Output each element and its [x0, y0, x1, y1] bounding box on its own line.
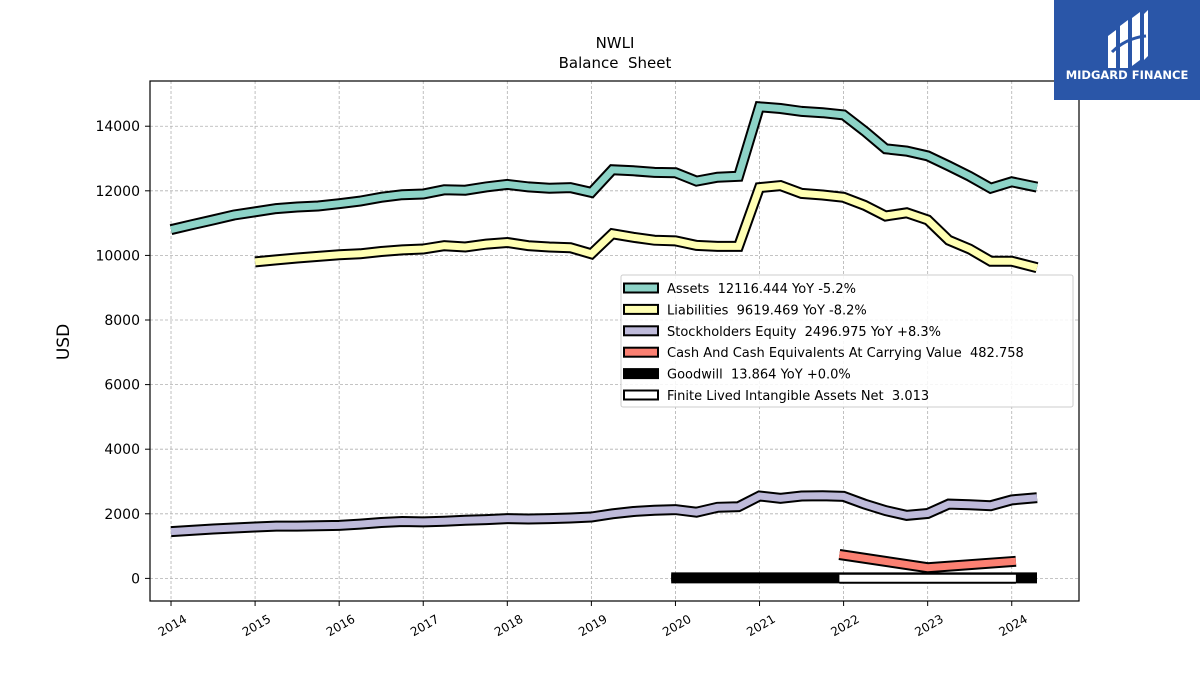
y-tick-label: 2000 [104, 507, 140, 523]
x-tick-label: 2018 [492, 612, 525, 639]
x-tick-label: 2023 [912, 612, 945, 639]
y-tick-label: 10000 [95, 248, 140, 264]
legend-label: Cash And Cash Equivalents At Carrying Va… [667, 346, 1024, 361]
legend-swatch [623, 303, 659, 315]
brand-logo: MIDGARD FINANCE [1054, 0, 1200, 100]
legend-label: Liabilities 9619.469 YoY -8.2% [667, 303, 867, 318]
legend-swatch [623, 282, 659, 294]
legend-swatch [623, 325, 659, 337]
legend-label: Goodwill 13.864 YoY +0.0% [667, 368, 851, 383]
x-tick-label: 2019 [576, 612, 609, 639]
legend-swatch [623, 389, 659, 401]
legend-label: Assets 12116.444 YoY -5.2% [667, 282, 856, 297]
legend-swatch [623, 368, 659, 380]
brand-name: MIDGARD FINANCE [1065, 68, 1189, 82]
x-tick-label: 2022 [828, 612, 861, 639]
chart-title: NWLI [596, 34, 635, 52]
y-tick-label: 8000 [104, 313, 140, 329]
legend-box [620, 274, 1074, 408]
y-axis-label: USD [54, 324, 74, 360]
chart-subtitle: Balance Sheet [559, 54, 672, 72]
series-lines [169, 100, 1039, 584]
legend-swatch [623, 346, 659, 358]
x-tick-label: 2017 [408, 612, 441, 639]
x-tick-label: 2024 [996, 612, 1029, 639]
x-tick-label: 2015 [240, 612, 273, 639]
series-line-cash-and-cash-equivalents-at-carrying-value [838, 551, 1017, 572]
series-line-liabilities [254, 182, 1038, 272]
y-tick-label: 0 [131, 571, 140, 587]
series-line-stockholders-equity [170, 492, 1038, 536]
x-tick-label: 2014 [156, 612, 189, 639]
x-tick-label: 2016 [324, 612, 357, 639]
series-line-assets [170, 103, 1038, 234]
x-tick-label: 2021 [744, 612, 777, 639]
legend-label: Stockholders Equity 2496.975 YoY +8.3% [667, 325, 941, 340]
x-tick-label: 2020 [660, 612, 693, 639]
legend-label: Finite Lived Intangible Assets Net 3.013 [667, 389, 929, 404]
plot-frame [149, 80, 1080, 602]
legend: Assets 12116.444 YoY -5.2% Liabilities 96… [620, 274, 1074, 408]
y-tick-label: 14000 [95, 119, 140, 135]
y-tick-label: 12000 [95, 184, 140, 200]
y-tick-label: 4000 [104, 442, 140, 458]
midgard-logo-icon [1108, 10, 1148, 68]
y-tick-label: 6000 [104, 378, 140, 394]
